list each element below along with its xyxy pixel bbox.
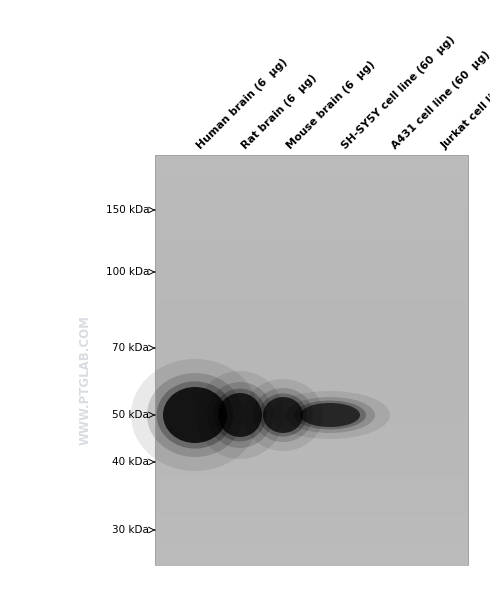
Ellipse shape xyxy=(196,371,284,459)
Ellipse shape xyxy=(259,393,307,436)
Ellipse shape xyxy=(147,373,243,457)
Text: 100 kDa: 100 kDa xyxy=(106,267,149,277)
Text: WWW.PTGLAB.COM: WWW.PTGLAB.COM xyxy=(78,315,92,445)
Text: SH-SY5Y cell line (60  μg): SH-SY5Y cell line (60 μg) xyxy=(340,34,457,151)
Ellipse shape xyxy=(243,379,323,451)
Text: 40 kDa: 40 kDa xyxy=(112,457,149,467)
Ellipse shape xyxy=(253,388,313,442)
Ellipse shape xyxy=(218,393,262,437)
Text: Rat brain (6  μg): Rat brain (6 μg) xyxy=(240,72,318,151)
Bar xyxy=(155,155,468,565)
Text: Mouse brain (6  μg): Mouse brain (6 μg) xyxy=(285,59,377,151)
Ellipse shape xyxy=(300,403,360,427)
Ellipse shape xyxy=(214,389,267,441)
Text: Jurkat cell line (60  μg): Jurkat cell line (60 μg) xyxy=(440,45,490,151)
Text: 50 kDa: 50 kDa xyxy=(112,410,149,420)
Ellipse shape xyxy=(285,397,375,433)
Ellipse shape xyxy=(131,359,259,471)
Ellipse shape xyxy=(207,382,273,448)
Text: A431 cell line (60  μg): A431 cell line (60 μg) xyxy=(390,49,490,151)
Text: 30 kDa: 30 kDa xyxy=(112,525,149,535)
Ellipse shape xyxy=(270,391,390,439)
Text: Human brain (6  μg): Human brain (6 μg) xyxy=(195,57,289,151)
Text: 70 kDa: 70 kDa xyxy=(112,343,149,353)
Ellipse shape xyxy=(294,401,366,429)
Ellipse shape xyxy=(263,397,303,433)
Text: 150 kDa: 150 kDa xyxy=(105,205,149,215)
Ellipse shape xyxy=(163,387,227,443)
Ellipse shape xyxy=(157,382,233,449)
